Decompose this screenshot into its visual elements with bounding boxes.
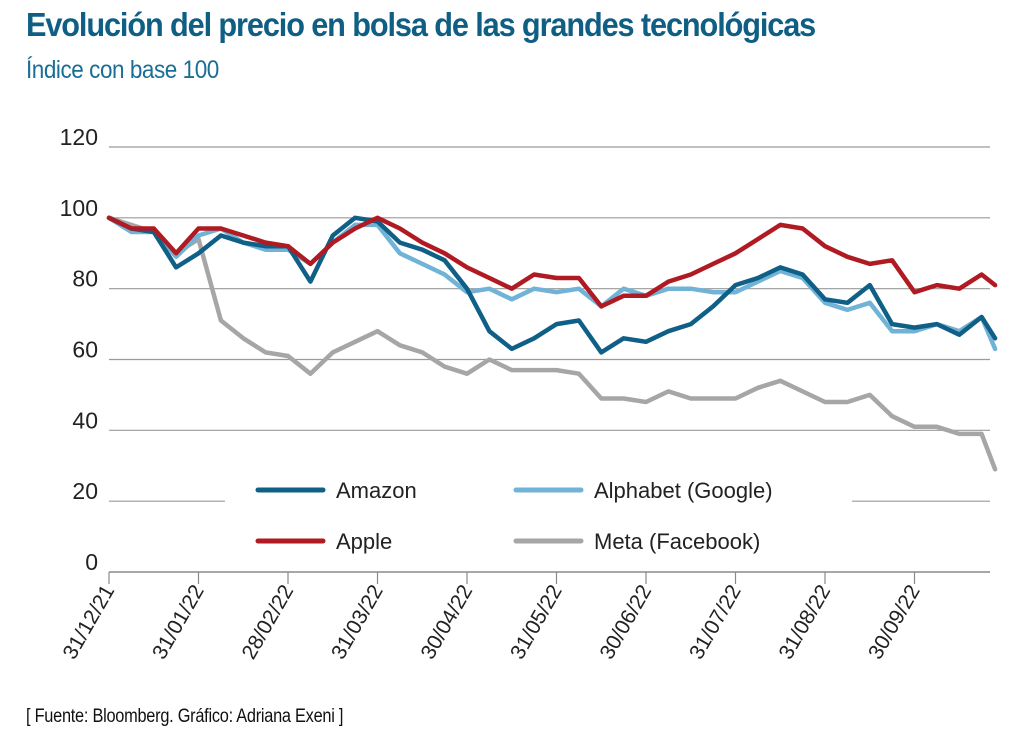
x-tick-label: 31/01/22 xyxy=(148,581,209,663)
legend-label: Apple xyxy=(336,529,392,554)
y-tick-label: 100 xyxy=(60,195,98,221)
legend-label: Amazon xyxy=(336,478,417,503)
x-tick-label: 31/07/22 xyxy=(685,581,746,663)
x-axis: 31/12/21 31/01/22 28/02/22 31/03/22 30/04/22… xyxy=(59,572,925,663)
series-line-amazon xyxy=(106,215,998,355)
legend: Amazon Alphabet (Google) Apple Meta (Facebo… xyxy=(255,478,773,554)
legend-label: Alphabet (Google) xyxy=(594,478,773,503)
chart-title: Evolución del precio en bolsa de las gra… xyxy=(26,6,816,43)
y-axis: 0 20 40 60 80 100 120 xyxy=(60,124,98,575)
legend-label: Meta (Facebook) xyxy=(594,529,760,554)
series-line-meta-facebook xyxy=(106,215,998,472)
x-tick-label: 31/05/22 xyxy=(506,581,567,663)
series-lines xyxy=(106,215,998,472)
y-tick-label: 0 xyxy=(85,549,98,575)
x-tick-label: 30/06/22 xyxy=(596,581,657,663)
y-tick-label: 60 xyxy=(72,337,98,363)
y-tick-label: 20 xyxy=(72,478,98,504)
x-tick-label: 31/12/21 xyxy=(59,581,120,663)
series-line-alphabet-google xyxy=(106,215,998,352)
x-tick-label: 31/03/22 xyxy=(327,581,388,663)
x-tick-label: 28/02/22 xyxy=(238,581,299,663)
x-tick-label: 30/09/22 xyxy=(864,581,925,663)
x-tick-label: 31/08/22 xyxy=(775,581,836,663)
y-tick-label: 80 xyxy=(72,266,98,292)
series-line-apple xyxy=(106,215,998,309)
y-tick-label: 40 xyxy=(72,407,98,433)
x-tick-label: 30/04/22 xyxy=(417,581,478,663)
source-note: [ Fuente: Bloomberg. Gráfico: Adriana Ex… xyxy=(26,706,344,727)
chart-subtitle: Índice con base 100 xyxy=(26,56,219,84)
y-tick-label: 120 xyxy=(60,124,98,150)
grid-lines xyxy=(109,146,990,573)
